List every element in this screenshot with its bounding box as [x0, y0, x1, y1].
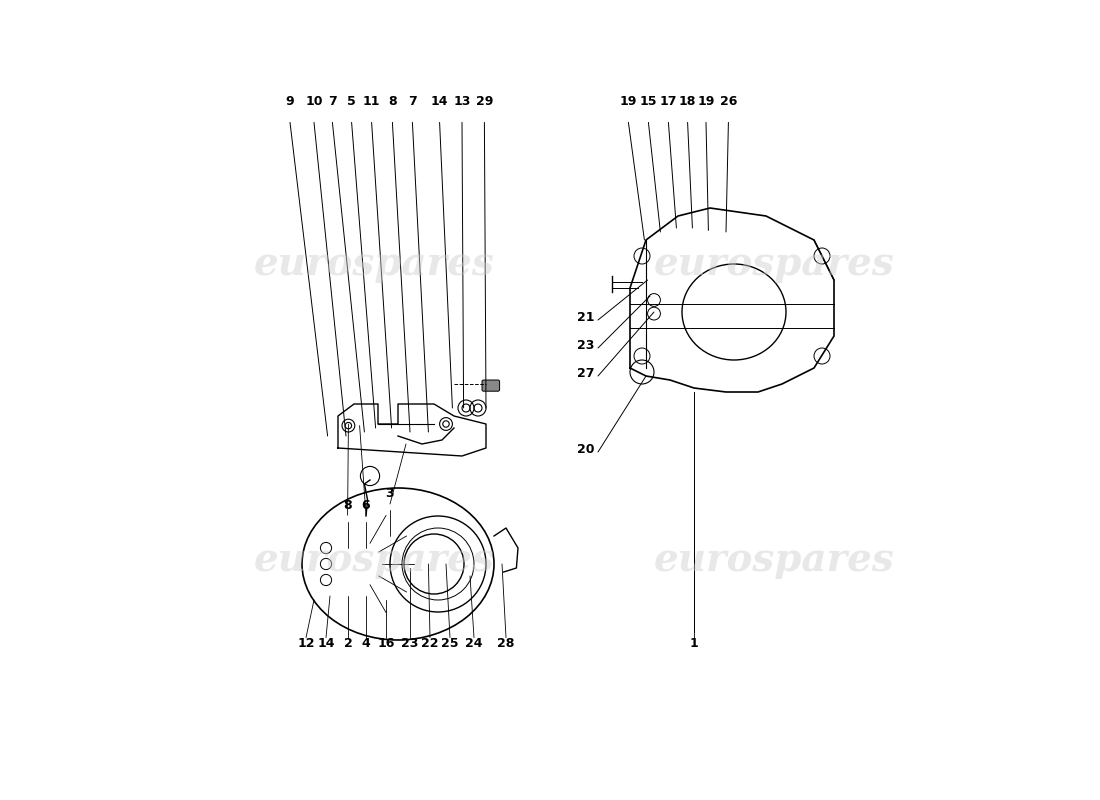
Text: eurospares: eurospares [653, 245, 894, 283]
Text: 14: 14 [317, 637, 334, 650]
Text: 11: 11 [363, 95, 381, 108]
Text: 22: 22 [421, 637, 439, 650]
Text: 10: 10 [306, 95, 322, 108]
Text: 3: 3 [386, 487, 394, 500]
Text: 24: 24 [465, 637, 483, 650]
Text: 8: 8 [343, 499, 352, 512]
Text: 14: 14 [431, 95, 449, 108]
Text: 7: 7 [408, 95, 417, 108]
Text: 23: 23 [402, 637, 419, 650]
Text: 20: 20 [576, 443, 594, 456]
Text: 15: 15 [640, 95, 657, 108]
Text: 13: 13 [453, 95, 471, 108]
Text: 12: 12 [297, 637, 315, 650]
Text: 1: 1 [690, 637, 698, 650]
Text: eurospares: eurospares [653, 541, 894, 579]
Text: 2: 2 [344, 637, 353, 650]
FancyBboxPatch shape [482, 380, 499, 391]
Text: 8: 8 [388, 95, 397, 108]
Text: 9: 9 [286, 95, 295, 108]
Text: 28: 28 [497, 637, 515, 650]
Text: 5: 5 [348, 95, 356, 108]
Text: 21: 21 [576, 311, 594, 324]
Text: 6: 6 [362, 499, 371, 512]
Text: eurospares: eurospares [254, 541, 494, 579]
Text: 27: 27 [576, 367, 594, 380]
Text: 19: 19 [619, 95, 637, 108]
Text: 7: 7 [328, 95, 337, 108]
Text: 19: 19 [697, 95, 715, 108]
Text: 23: 23 [576, 339, 594, 352]
Text: 26: 26 [719, 95, 737, 108]
Text: 25: 25 [441, 637, 459, 650]
Text: 18: 18 [679, 95, 696, 108]
Text: 16: 16 [377, 637, 395, 650]
Text: 29: 29 [475, 95, 493, 108]
Text: 17: 17 [660, 95, 678, 108]
Text: eurospares: eurospares [254, 245, 494, 283]
Text: 4: 4 [362, 637, 371, 650]
